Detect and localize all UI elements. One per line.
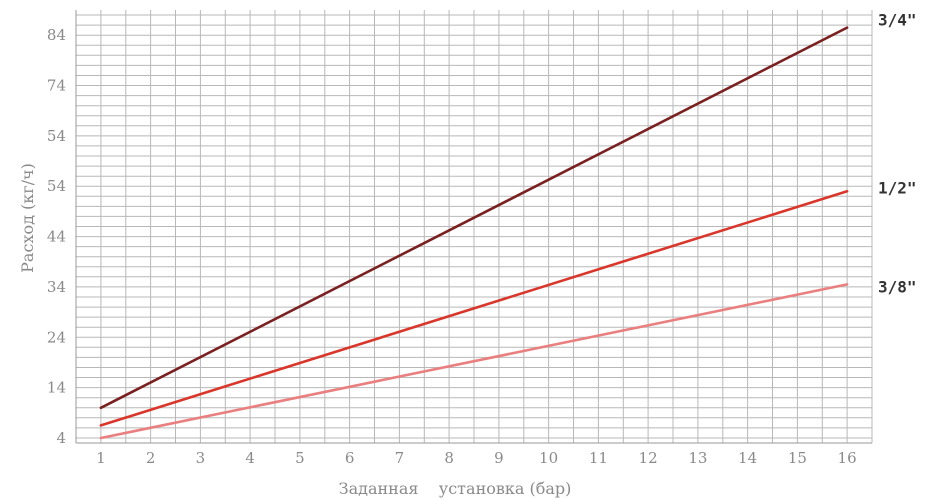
x-tick-label: 12 [639, 449, 658, 467]
y-axis-title: Расход (кг/ч) [18, 163, 37, 273]
series-label: 3/4" [878, 11, 917, 30]
x-tick-labels: 1 2 3 4 5 6 7 8 9 10 11 12 13 14 15 16 [96, 449, 857, 467]
x-axis-title: Заданная установка (бар) [339, 479, 572, 498]
x-tick-label: 10 [539, 449, 558, 467]
x-tick-label: 8 [444, 449, 454, 467]
x-tick-label: 11 [589, 449, 608, 467]
x-tick-label: 16 [838, 449, 857, 467]
x-tick-label: 9 [494, 449, 504, 467]
x-tick-label: 5 [295, 449, 305, 467]
y-tick-label: 24 [47, 328, 66, 346]
y-tick-label: 4 [56, 429, 66, 447]
y-tick-label: 34 [47, 278, 66, 296]
x-tick-label: 6 [345, 449, 355, 467]
x-tick-label: 14 [738, 449, 757, 467]
x-tick-label: 2 [146, 449, 156, 467]
x-tick-label: 3 [196, 449, 206, 467]
x-tick-label: 7 [395, 449, 405, 467]
x-tick-label: 15 [788, 449, 807, 467]
series-line [99, 190, 849, 427]
y-tick-label: 14 [47, 379, 66, 397]
y-tick-label: 54 [47, 177, 66, 195]
series-line [99, 26, 849, 410]
series-group [99, 26, 849, 440]
y-tick-label: 54 [47, 127, 66, 145]
x-tick-label: 13 [688, 449, 707, 467]
series-label: 3/8" [878, 277, 917, 296]
y-tick-label: 84 [47, 26, 66, 44]
y-tick-labels: 4 14 24 34 44 54 54 74 84 [47, 26, 66, 447]
y-tick-label: 74 [47, 77, 66, 95]
series-labels: 3/4" 1/2" 3/8" [878, 11, 917, 297]
y-tick-label: 44 [47, 228, 66, 246]
series-line [99, 283, 849, 440]
series-label: 1/2" [878, 178, 917, 197]
x-tick-label: 4 [245, 449, 255, 467]
x-tick-label: 1 [96, 449, 106, 467]
